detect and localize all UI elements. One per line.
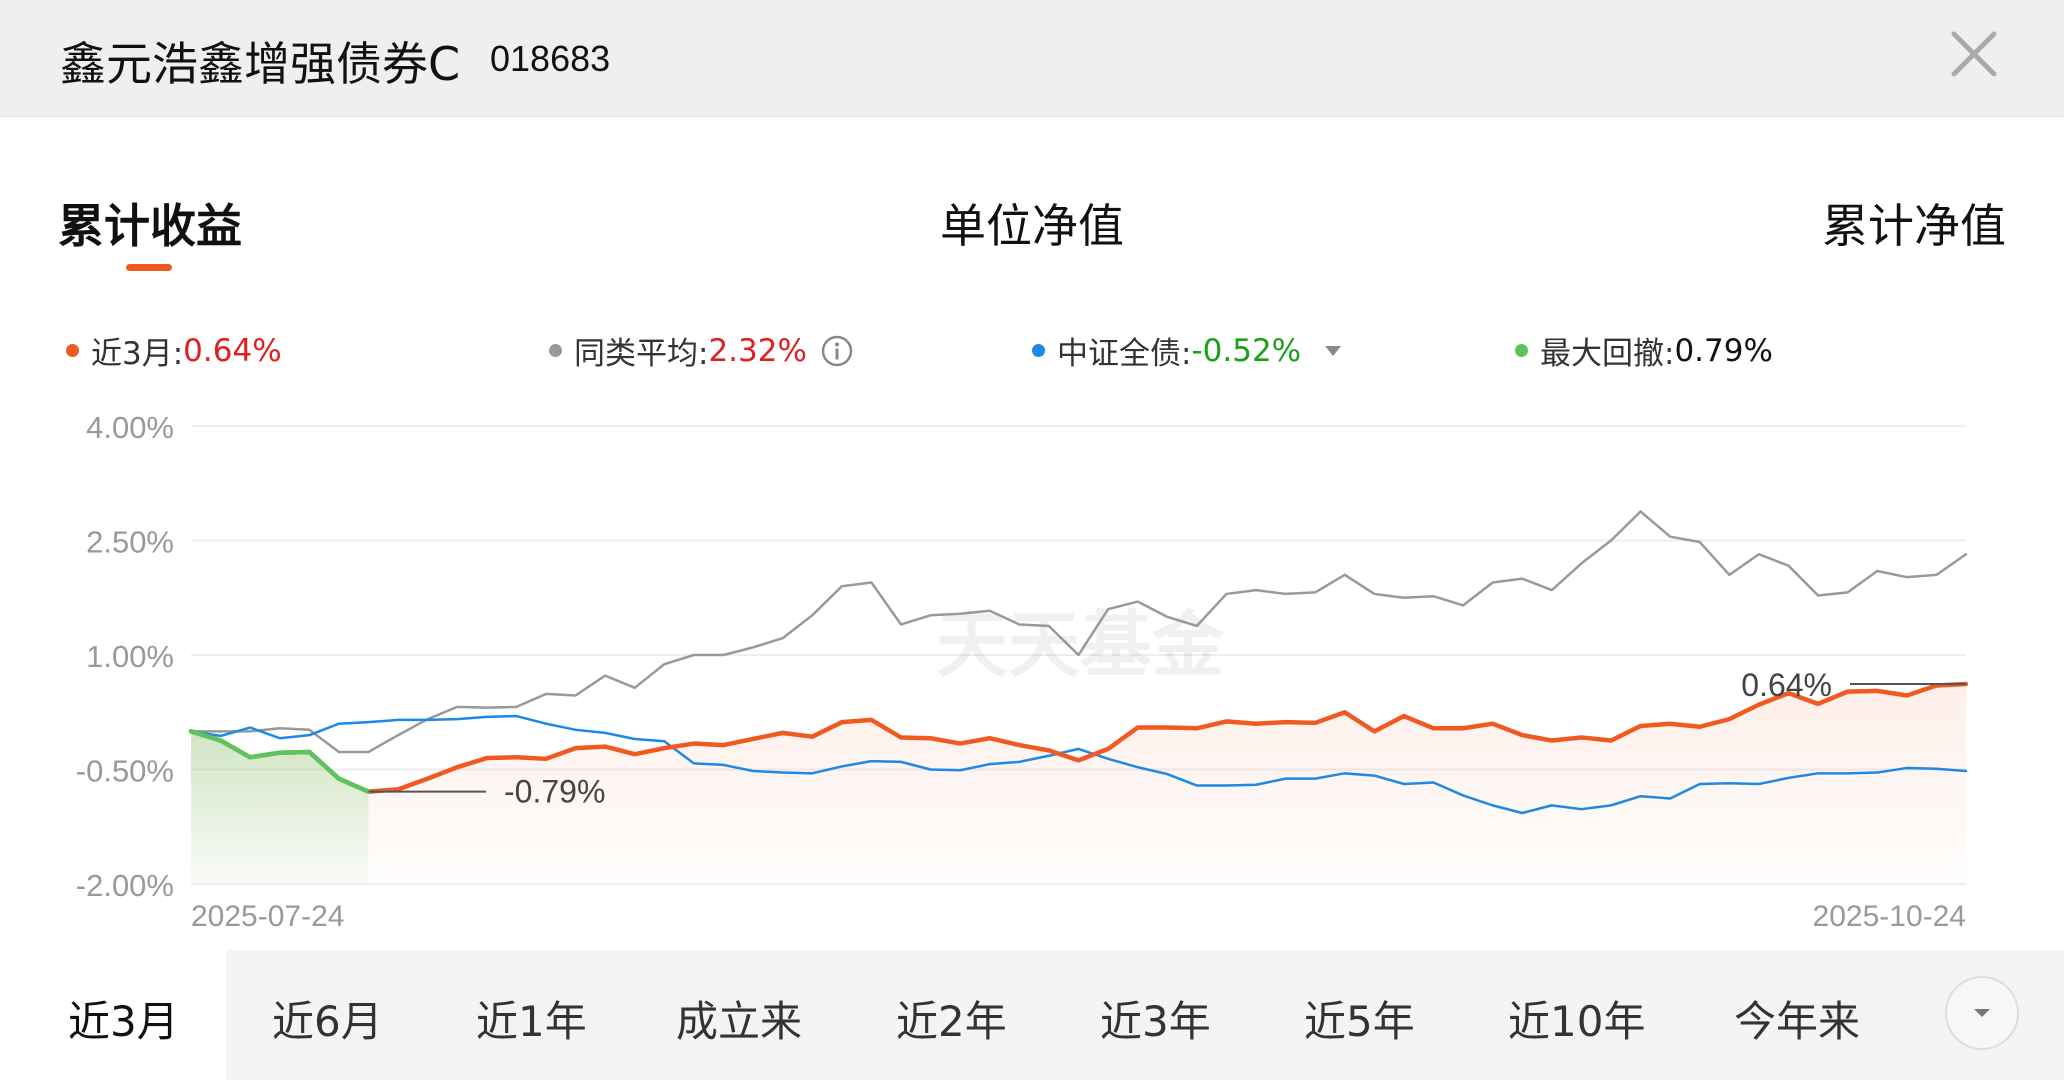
legend-fund: 近3月: 0.64%: [66, 328, 282, 373]
period-selector-background: [226, 950, 2064, 1080]
fund-area-fill: [191, 684, 1966, 884]
series-line-fund: [188, 681, 1969, 794]
expand-periods-button[interactable]: [1945, 976, 2019, 1050]
legend-index-label: 中证全债:: [1057, 336, 1192, 372]
info-icon[interactable]: [821, 335, 853, 367]
chart-legend: 近3月: 0.64% 同类平均: 2.32% 中证全债: -0.52% 最大回撤…: [0, 328, 2064, 372]
period-10y[interactable]: 近10年: [1508, 997, 1646, 1046]
legend-dot-index: [1032, 344, 1045, 357]
legend-index-value: -0.52%: [1191, 332, 1302, 369]
close-icon[interactable]: [1948, 28, 2000, 80]
dialog-header: 鑫元浩鑫增强债券C 018683: [0, 0, 2064, 117]
tab-cumulative-nav[interactable]: 累计净值: [1822, 199, 2006, 253]
legend-peer-average: 同类平均: 2.32%: [549, 328, 853, 373]
drawdown-annotation: -0.79%: [504, 774, 605, 810]
tab-unit-nav[interactable]: 单位净值: [940, 199, 1124, 253]
series-line-peer-average: [189, 510, 1968, 754]
legend-fund-label: 近3月:: [91, 336, 184, 372]
legend-fund-value: 0.64%: [183, 332, 282, 369]
x-tick-label-start: 2025-07-24: [191, 900, 344, 933]
fund-name: 鑫元浩鑫增强债券C: [60, 37, 461, 91]
chart-type-tabs: 累计收益 单位净值 累计净值: [0, 190, 2064, 280]
drawdown-area-fill: [191, 731, 369, 884]
legend-max-drawdown: 最大回撤: 0.79%: [1515, 328, 1773, 373]
x-tick-label-end: 2025-10-24: [1813, 900, 1966, 933]
period-1y[interactable]: 近1年: [476, 997, 587, 1046]
legend-drawdown-label: 最大回撤:: [1540, 336, 1675, 372]
active-tab-indicator: [126, 264, 172, 271]
period-5y[interactable]: 近5年: [1304, 997, 1415, 1046]
fund-code: 018683: [490, 38, 611, 79]
legend-index[interactable]: 中证全债: -0.52%: [1032, 328, 1343, 373]
period-selector: 近3月 近6月 近1年 成立来 近2年 近3年 近5年 近10年 今年来: [0, 950, 2064, 1080]
period-3y[interactable]: 近3年: [1100, 997, 1211, 1046]
period-ytd[interactable]: 今年来: [1734, 997, 1861, 1046]
y-tick-label: -2.00%: [76, 868, 174, 903]
legend-dot-fund: [66, 344, 79, 357]
legend-dot-drawdown: [1515, 344, 1528, 357]
legend-dot-peer: [549, 344, 562, 357]
y-tick-label: -0.50%: [76, 754, 174, 789]
series-line-index: [189, 714, 1968, 815]
return-chart[interactable]: 4.00% 2.50% 1.00% -0.50% -2.00% 2025-07-24 202…: [0, 400, 2064, 940]
y-tick-label: 1.00%: [86, 639, 174, 674]
watermark: 天天基金: [936, 602, 1225, 687]
period-3m[interactable]: 近3月: [68, 997, 179, 1046]
period-2y[interactable]: 近2年: [896, 997, 1007, 1046]
y-tick-label: 2.50%: [86, 525, 174, 560]
y-tick-label: 4.00%: [86, 410, 174, 445]
tab-cumulative-return[interactable]: 累计收益: [58, 199, 242, 253]
end-value-annotation: 0.64%: [1741, 667, 1832, 703]
caret-down-icon[interactable]: [1323, 344, 1343, 358]
legend-drawdown-value: 0.79%: [1674, 332, 1773, 369]
legend-peer-value: 2.32%: [708, 332, 807, 369]
series-line-max-drawdown: [188, 729, 371, 794]
caret-down-icon: [1974, 1009, 1990, 1017]
period-since-inception[interactable]: 成立来: [676, 997, 803, 1046]
period-6m[interactable]: 近6月: [272, 997, 383, 1046]
legend-peer-label: 同类平均:: [574, 336, 709, 372]
